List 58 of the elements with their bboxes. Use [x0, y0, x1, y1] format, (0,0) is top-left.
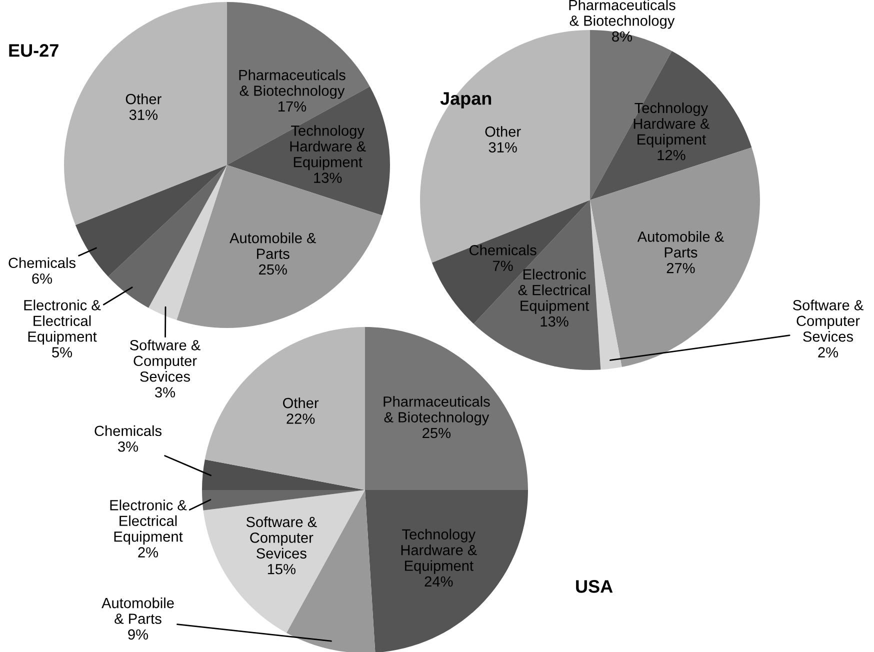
text: USA	[576, 580, 613, 593]
slice-label: Technology Hardware & Equipment	[634, 102, 710, 148]
data-label: 8%	[612, 31, 632, 42]
slice-label: Automobile & Parts	[637, 231, 724, 258]
data-label: 31%	[129, 110, 158, 120]
slice-label: Electronic & Electrical Equipment	[24, 300, 101, 345]
slice-label: Chemicals	[8, 257, 76, 268]
data-label: 25%	[422, 428, 451, 438]
text: EU-27	[9, 44, 58, 57]
pie-slice	[365, 490, 528, 652]
data-label: 24%	[424, 576, 453, 587]
slice-label: Other	[126, 94, 162, 104]
pie-slice	[590, 200, 622, 370]
pie-slice	[365, 327, 528, 490]
text: Japan	[440, 92, 492, 108]
pie-slice	[75, 165, 227, 277]
data-label: 5%	[52, 347, 72, 358]
data-label: 17%	[278, 101, 306, 112]
slice-label: Pharmaceuticals & Biotechnology	[239, 69, 346, 99]
data-label: 27%	[666, 262, 695, 274]
pie-slice	[202, 490, 365, 510]
slice-label: Chemicals	[470, 244, 536, 256]
slice-label: Automobile & Parts	[230, 232, 316, 259]
data-label: 25%	[259, 264, 287, 275]
data-label: 15%	[268, 564, 296, 574]
slice-label: Electronic & Electrical Equipment	[110, 500, 187, 545]
pie-slice	[148, 165, 227, 320]
pie-slice	[204, 327, 365, 490]
data-label: 13%	[540, 316, 568, 327]
data-label: 31%	[488, 142, 517, 153]
data-label: 13%	[314, 172, 342, 183]
slice-label: Software & Computer Sevices	[793, 300, 864, 342]
pie-slice	[227, 86, 390, 216]
slice-label: Electronic & Electrical Equipment	[518, 268, 590, 314]
data-label: 2%	[818, 347, 838, 358]
pie-slice	[590, 51, 752, 200]
pie-slice	[108, 165, 227, 308]
data-label: 3%	[118, 441, 138, 452]
slice-label: Technology Hardware & Equipment	[290, 125, 366, 170]
slice-label: Chemicals	[94, 425, 162, 436]
data-label: 12%	[658, 150, 686, 160]
slice-label: Automobile & Parts	[102, 597, 174, 624]
pie-slice	[203, 490, 365, 633]
slice-label: Other	[485, 126, 521, 137]
pie-slice	[202, 459, 365, 490]
data-label: 9%	[128, 629, 148, 640]
data-label: 7%	[493, 260, 513, 271]
pie-slice	[64, 2, 227, 226]
slice-label: Pharmaceuticals & Biotechnology	[384, 396, 490, 426]
data-label: 6%	[32, 273, 52, 284]
slice-label: Technology Hardware & Equipment	[401, 528, 477, 574]
data-label: 3%	[155, 387, 176, 398]
data-label: 2%	[138, 547, 158, 558]
data-label: 22%	[286, 414, 315, 424]
slice-label: Software & Computer Sevices	[246, 516, 317, 559]
slice-label: Other	[283, 397, 319, 408]
pie-slice	[590, 147, 760, 367]
slice-label: Software & Computer Sevices	[130, 340, 200, 382]
